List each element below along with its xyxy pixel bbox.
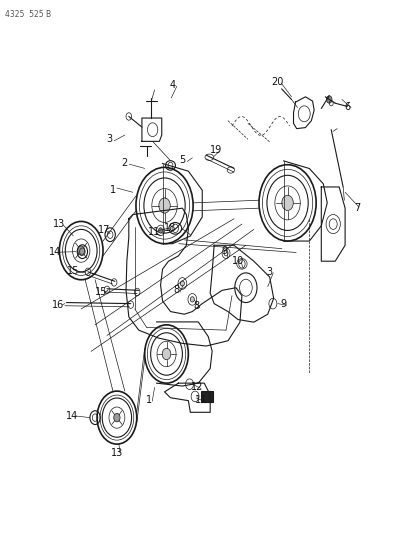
Text: 10: 10 bbox=[231, 256, 243, 266]
Circle shape bbox=[158, 228, 162, 233]
Text: 7: 7 bbox=[353, 203, 359, 213]
Text: 15: 15 bbox=[94, 287, 107, 297]
Circle shape bbox=[281, 195, 292, 211]
Text: 17: 17 bbox=[97, 225, 110, 236]
Text: 4325  525 B: 4325 525 B bbox=[4, 10, 51, 19]
Text: 8: 8 bbox=[193, 301, 199, 311]
Text: 13: 13 bbox=[110, 448, 123, 458]
Text: 4: 4 bbox=[169, 80, 175, 90]
Circle shape bbox=[113, 414, 120, 422]
Text: 13: 13 bbox=[53, 219, 65, 229]
Text: 3: 3 bbox=[266, 267, 272, 277]
Text: 3: 3 bbox=[106, 134, 112, 144]
Text: 11: 11 bbox=[147, 227, 160, 237]
Text: 9: 9 bbox=[280, 298, 286, 309]
Circle shape bbox=[78, 246, 85, 255]
Bar bbox=[201, 391, 212, 402]
Text: 20: 20 bbox=[271, 77, 283, 87]
Circle shape bbox=[326, 96, 331, 103]
Circle shape bbox=[180, 281, 184, 286]
Text: 9: 9 bbox=[220, 246, 227, 256]
Text: 2: 2 bbox=[121, 158, 128, 168]
Text: 14: 14 bbox=[48, 247, 61, 257]
Text: 11: 11 bbox=[195, 395, 207, 405]
Text: 5: 5 bbox=[179, 156, 185, 165]
Circle shape bbox=[162, 348, 171, 360]
Text: 16: 16 bbox=[52, 300, 65, 310]
Text: 8: 8 bbox=[173, 285, 179, 295]
Text: 19: 19 bbox=[209, 145, 222, 155]
Text: 15: 15 bbox=[67, 266, 79, 276]
Text: 12: 12 bbox=[191, 382, 203, 392]
Text: 1: 1 bbox=[110, 184, 116, 195]
Text: 6: 6 bbox=[343, 102, 349, 112]
Circle shape bbox=[158, 198, 170, 213]
Text: 18: 18 bbox=[164, 223, 176, 233]
Text: 1: 1 bbox=[145, 395, 151, 405]
Circle shape bbox=[190, 297, 194, 302]
Text: 14: 14 bbox=[66, 411, 78, 421]
